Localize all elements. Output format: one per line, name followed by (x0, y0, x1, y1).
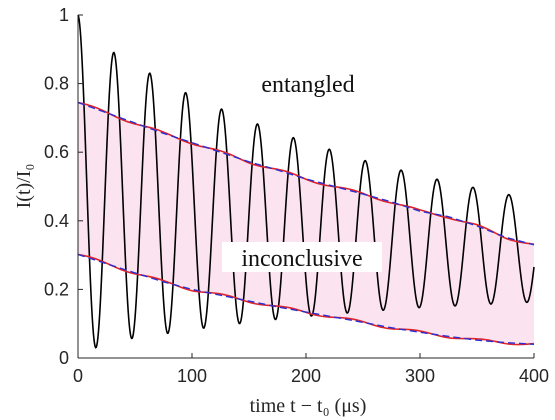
signal-layer (77, 14, 535, 349)
y-tick-label: 1 (59, 5, 69, 25)
x-axis-title: time t − t₀ (μs) (250, 395, 367, 417)
inconclusive-label: inconclusive (241, 246, 362, 272)
x-tick-label: 0 (73, 366, 83, 386)
boundary-layer (77, 101, 535, 346)
lower-boundary-blue-dashed-line (77, 253, 535, 345)
x-tick-label: 100 (177, 366, 207, 386)
x-tick-label: 400 (519, 366, 549, 386)
y-tick-label: 0.2 (44, 279, 69, 299)
y-tick-label: 0 (59, 348, 69, 368)
signal-series-line (77, 14, 535, 349)
y-axis-title: I(t)/I₀ (13, 164, 35, 209)
y-tick-label: 0.6 (44, 142, 69, 162)
y-tick-label: 0.8 (44, 74, 69, 94)
tick-layer: 0 100 200 300 400 0 0.2 0.4 0.6 0.8 1 (44, 5, 549, 386)
upper-boundary-blue-dashed-line (77, 101, 535, 246)
entangled-label: entangled (261, 72, 354, 98)
x-tick-label: 300 (405, 366, 435, 386)
x-tick-label: 200 (291, 366, 321, 386)
inconclusive-label-background (222, 242, 382, 272)
upper-boundary-red-line (77, 101, 535, 245)
y-tick-label: 0.4 (44, 211, 69, 231)
